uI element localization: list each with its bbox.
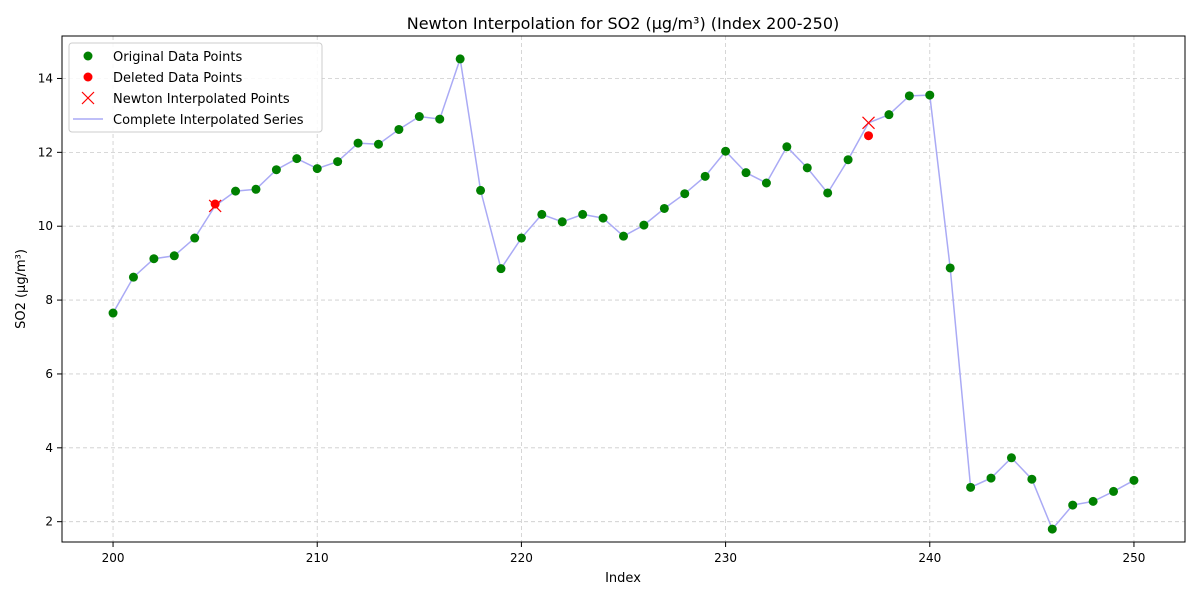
original-data-point	[721, 146, 731, 156]
original-data-point	[516, 233, 526, 243]
x-tick-label: 220	[510, 551, 533, 565]
plot-frame	[61, 35, 1186, 543]
original-data-point	[1006, 453, 1016, 463]
legend-label-interpolated: Newton Interpolated Points	[113, 92, 290, 107]
y-tick-label: 12	[38, 145, 53, 159]
legend-marker-original	[83, 51, 93, 61]
original-data-point	[1047, 524, 1057, 534]
original-data-point	[700, 171, 710, 181]
y-tick-label: 8	[45, 293, 53, 307]
original-data-point	[884, 110, 894, 120]
original-data-point	[639, 220, 649, 230]
original-data-point	[904, 91, 914, 101]
original-data-point	[149, 254, 159, 264]
deleted-points-layer	[210, 131, 874, 209]
original-data-point	[659, 203, 669, 213]
grid	[62, 36, 1185, 542]
y-tick-label: 4	[45, 441, 53, 455]
y-tick-label: 6	[45, 367, 53, 381]
original-data-point	[619, 231, 628, 241]
x-tick-label: 250	[1123, 551, 1146, 565]
original-data-point	[843, 155, 853, 165]
chart-title: Newton Interpolation for SO2 (μg/m³) (In…	[407, 14, 840, 33]
original-data-point	[292, 154, 302, 164]
original-data-point	[271, 165, 281, 175]
x-tick-label: 230	[714, 551, 737, 565]
original-data-point	[782, 142, 792, 152]
original-data-point	[394, 124, 404, 134]
deleted-data-point	[210, 199, 220, 209]
y-tick-label: 14	[38, 71, 53, 85]
x-axis: 200 210 220 230 240 250	[102, 542, 1146, 565]
original-data-point	[231, 186, 241, 196]
original-data-point	[598, 213, 608, 223]
original-data-point	[537, 209, 547, 219]
original-data-point	[680, 189, 690, 199]
original-data-point	[966, 482, 976, 492]
original-data-point	[169, 251, 179, 261]
original-data-point	[761, 178, 771, 188]
original-data-point	[1068, 500, 1078, 510]
legend-label-deleted: Deleted Data Points	[113, 71, 243, 86]
original-data-point	[373, 139, 383, 149]
interpolated-points-layer	[208, 116, 875, 213]
y-tick-label: 10	[38, 219, 53, 233]
original-data-point	[1109, 486, 1119, 496]
newton-interpolated-point	[208, 199, 222, 213]
original-data-point	[578, 209, 588, 219]
x-tick-label: 210	[306, 551, 329, 565]
original-data-point	[251, 184, 261, 194]
original-data-point	[1088, 496, 1098, 506]
legend-label-original: Original Data Points	[113, 50, 242, 65]
original-data-point	[1129, 475, 1139, 485]
legend-box	[68, 42, 323, 133]
y-axis-label: SO2 (μg/m³)	[14, 249, 29, 329]
x-axis-label: Index	[605, 571, 641, 586]
y-axis: 2 4 6 8 10 12 14	[38, 71, 62, 529]
original-data-point	[1027, 474, 1037, 484]
x-tick-label: 200	[102, 551, 125, 565]
newton-interpolated-point	[862, 116, 875, 130]
y-tick-label: 2	[45, 515, 53, 529]
original-points-layer	[108, 54, 1139, 534]
legend-label-series-line: Complete Interpolated Series	[113, 113, 304, 128]
original-data-point	[333, 157, 343, 167]
original-data-point	[312, 164, 322, 174]
original-data-point	[925, 90, 935, 100]
original-data-point	[945, 263, 955, 273]
original-data-point	[353, 138, 363, 148]
original-data-point	[414, 112, 424, 122]
original-data-point	[128, 272, 138, 282]
original-data-point	[823, 188, 833, 198]
x-tick-label: 240	[918, 551, 941, 565]
original-data-point	[557, 217, 567, 227]
original-data-point	[190, 233, 200, 243]
original-data-point	[435, 114, 445, 124]
legend-marker-deleted	[83, 72, 93, 82]
original-data-point	[741, 168, 751, 178]
original-data-point	[476, 185, 486, 195]
legend-marker-interpolated	[81, 91, 95, 105]
original-data-point	[496, 264, 506, 274]
legend: Original Data Points Deleted Data Points…	[68, 42, 323, 133]
original-data-point	[986, 473, 996, 483]
original-data-point	[802, 163, 812, 173]
original-data-point	[455, 54, 465, 64]
original-data-point	[108, 308, 118, 318]
deleted-data-point	[864, 131, 874, 141]
